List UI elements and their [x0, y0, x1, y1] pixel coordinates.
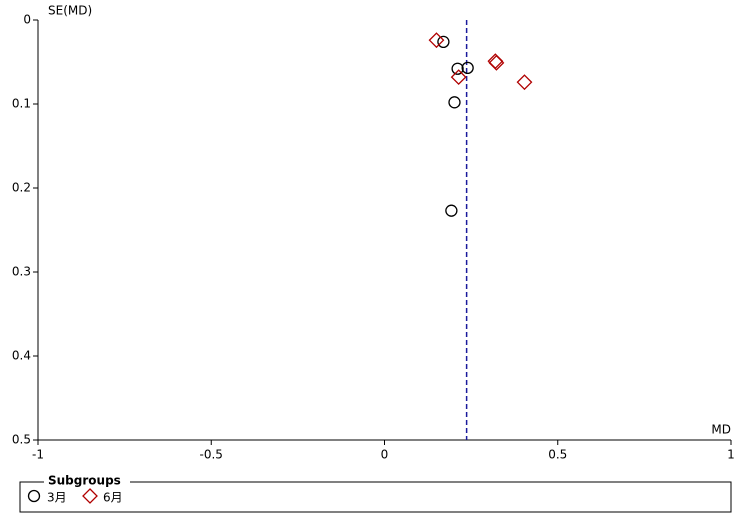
- y-tick-label: 0.3: [12, 265, 31, 279]
- point-circle: [445, 204, 458, 217]
- y-axis-label: SE(MD): [48, 4, 92, 18]
- point-circle: [451, 62, 464, 75]
- legend-label: 3月: [47, 491, 67, 505]
- y-tick-label: 0.2: [12, 181, 31, 195]
- point-diamond: [428, 32, 445, 49]
- y-tick-label: 0: [23, 13, 31, 27]
- point-diamond: [488, 54, 505, 71]
- point-diamond: [516, 74, 533, 91]
- point-diamond: [450, 69, 467, 86]
- point-circle: [461, 61, 474, 75]
- x-tick-label: -0.5: [200, 448, 223, 462]
- x-axis-label: MD: [711, 423, 731, 437]
- legend-label: 6月: [103, 491, 123, 505]
- x-tick-label: 0.5: [548, 448, 567, 462]
- legend-title: Subgroups: [48, 474, 121, 488]
- y-tick-label: 0.4: [12, 349, 31, 363]
- point-circle: [437, 35, 450, 48]
- x-tick-label: 0: [381, 448, 389, 462]
- legend-marker: [27, 489, 41, 503]
- x-tick-label: 1: [727, 448, 735, 462]
- legend-title-bg: [44, 474, 130, 488]
- x-tick-label: -1: [32, 448, 44, 462]
- y-tick-label: 0.5: [12, 433, 31, 447]
- legend-marker: [82, 488, 98, 504]
- legend-box: [19, 481, 732, 513]
- y-tick-label: 0.1: [12, 97, 31, 111]
- point-circle: [448, 96, 461, 109]
